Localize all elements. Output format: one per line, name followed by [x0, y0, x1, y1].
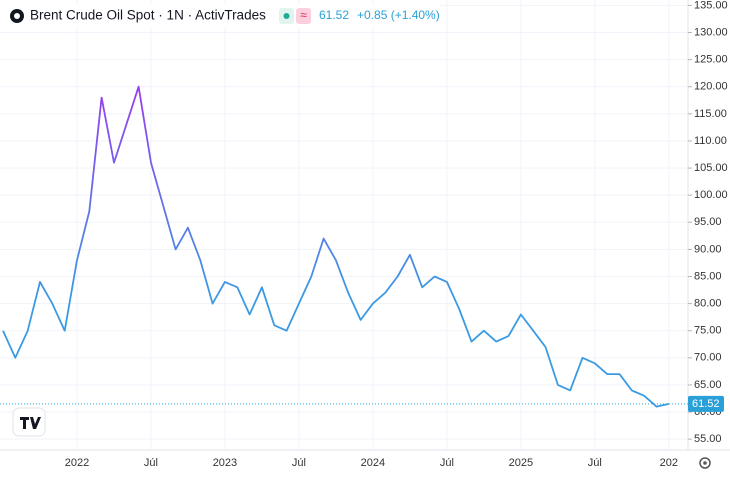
x-tick-label: Júl	[292, 457, 306, 469]
settings-icon-dot	[703, 461, 707, 465]
y-tick-label: 65.00	[694, 379, 722, 391]
x-tick-label: 2023	[213, 457, 237, 469]
last-price-tag-label: 61.52	[692, 398, 720, 410]
y-tick-label: 130.00	[694, 26, 728, 38]
y-tick-label: 95.00	[694, 216, 722, 228]
y-tick-label: 80.00	[694, 298, 722, 310]
y-tick-label: 75.00	[694, 325, 722, 337]
y-tick-label: 100.00	[694, 189, 728, 201]
x-tick-label: Júl	[144, 457, 158, 469]
y-tick-label: 105.00	[694, 162, 728, 174]
y-tick-label: 55.00	[694, 433, 722, 445]
settings-icon[interactable]	[699, 457, 711, 469]
x-tick-label: 2025	[509, 457, 533, 469]
x-tick-label: Júl	[588, 457, 602, 469]
x-tick-label: Júl	[440, 457, 454, 469]
y-tick-label: 90.00	[694, 243, 722, 255]
delay-badge	[296, 8, 311, 24]
status-dot	[283, 13, 290, 19]
last-price-tag	[688, 395, 724, 412]
delay-badge-text: ≈	[300, 8, 307, 22]
y-tick-label: 85.00	[694, 270, 722, 282]
legend-bg	[0, 4, 440, 28]
y-tick-label: 70.00	[694, 352, 722, 364]
chart-title: Brent Crude Oil Spot · 1N · ActivTrades	[30, 8, 266, 23]
y-tick-label: 110.00	[694, 135, 727, 147]
price-change: +0.85 (+1.40%)	[357, 8, 440, 22]
tv-logo[interactable]	[12, 407, 46, 437]
y-tick-label: 120.00	[694, 81, 728, 93]
y-tick-label: 125.00	[694, 54, 728, 66]
x-tick-label: 202	[660, 457, 678, 469]
price-line	[2, 85, 669, 408]
y-tick-label: 135.00	[694, 0, 728, 11]
tv-logo-mark	[20, 417, 41, 429]
symbol-icon-inner	[14, 13, 20, 19]
x-tick-label: 2022	[65, 457, 89, 469]
y-tick-label: 115.00	[694, 108, 727, 120]
last-price: 61.52	[319, 8, 349, 22]
x-tick-label: 2024	[361, 457, 385, 469]
